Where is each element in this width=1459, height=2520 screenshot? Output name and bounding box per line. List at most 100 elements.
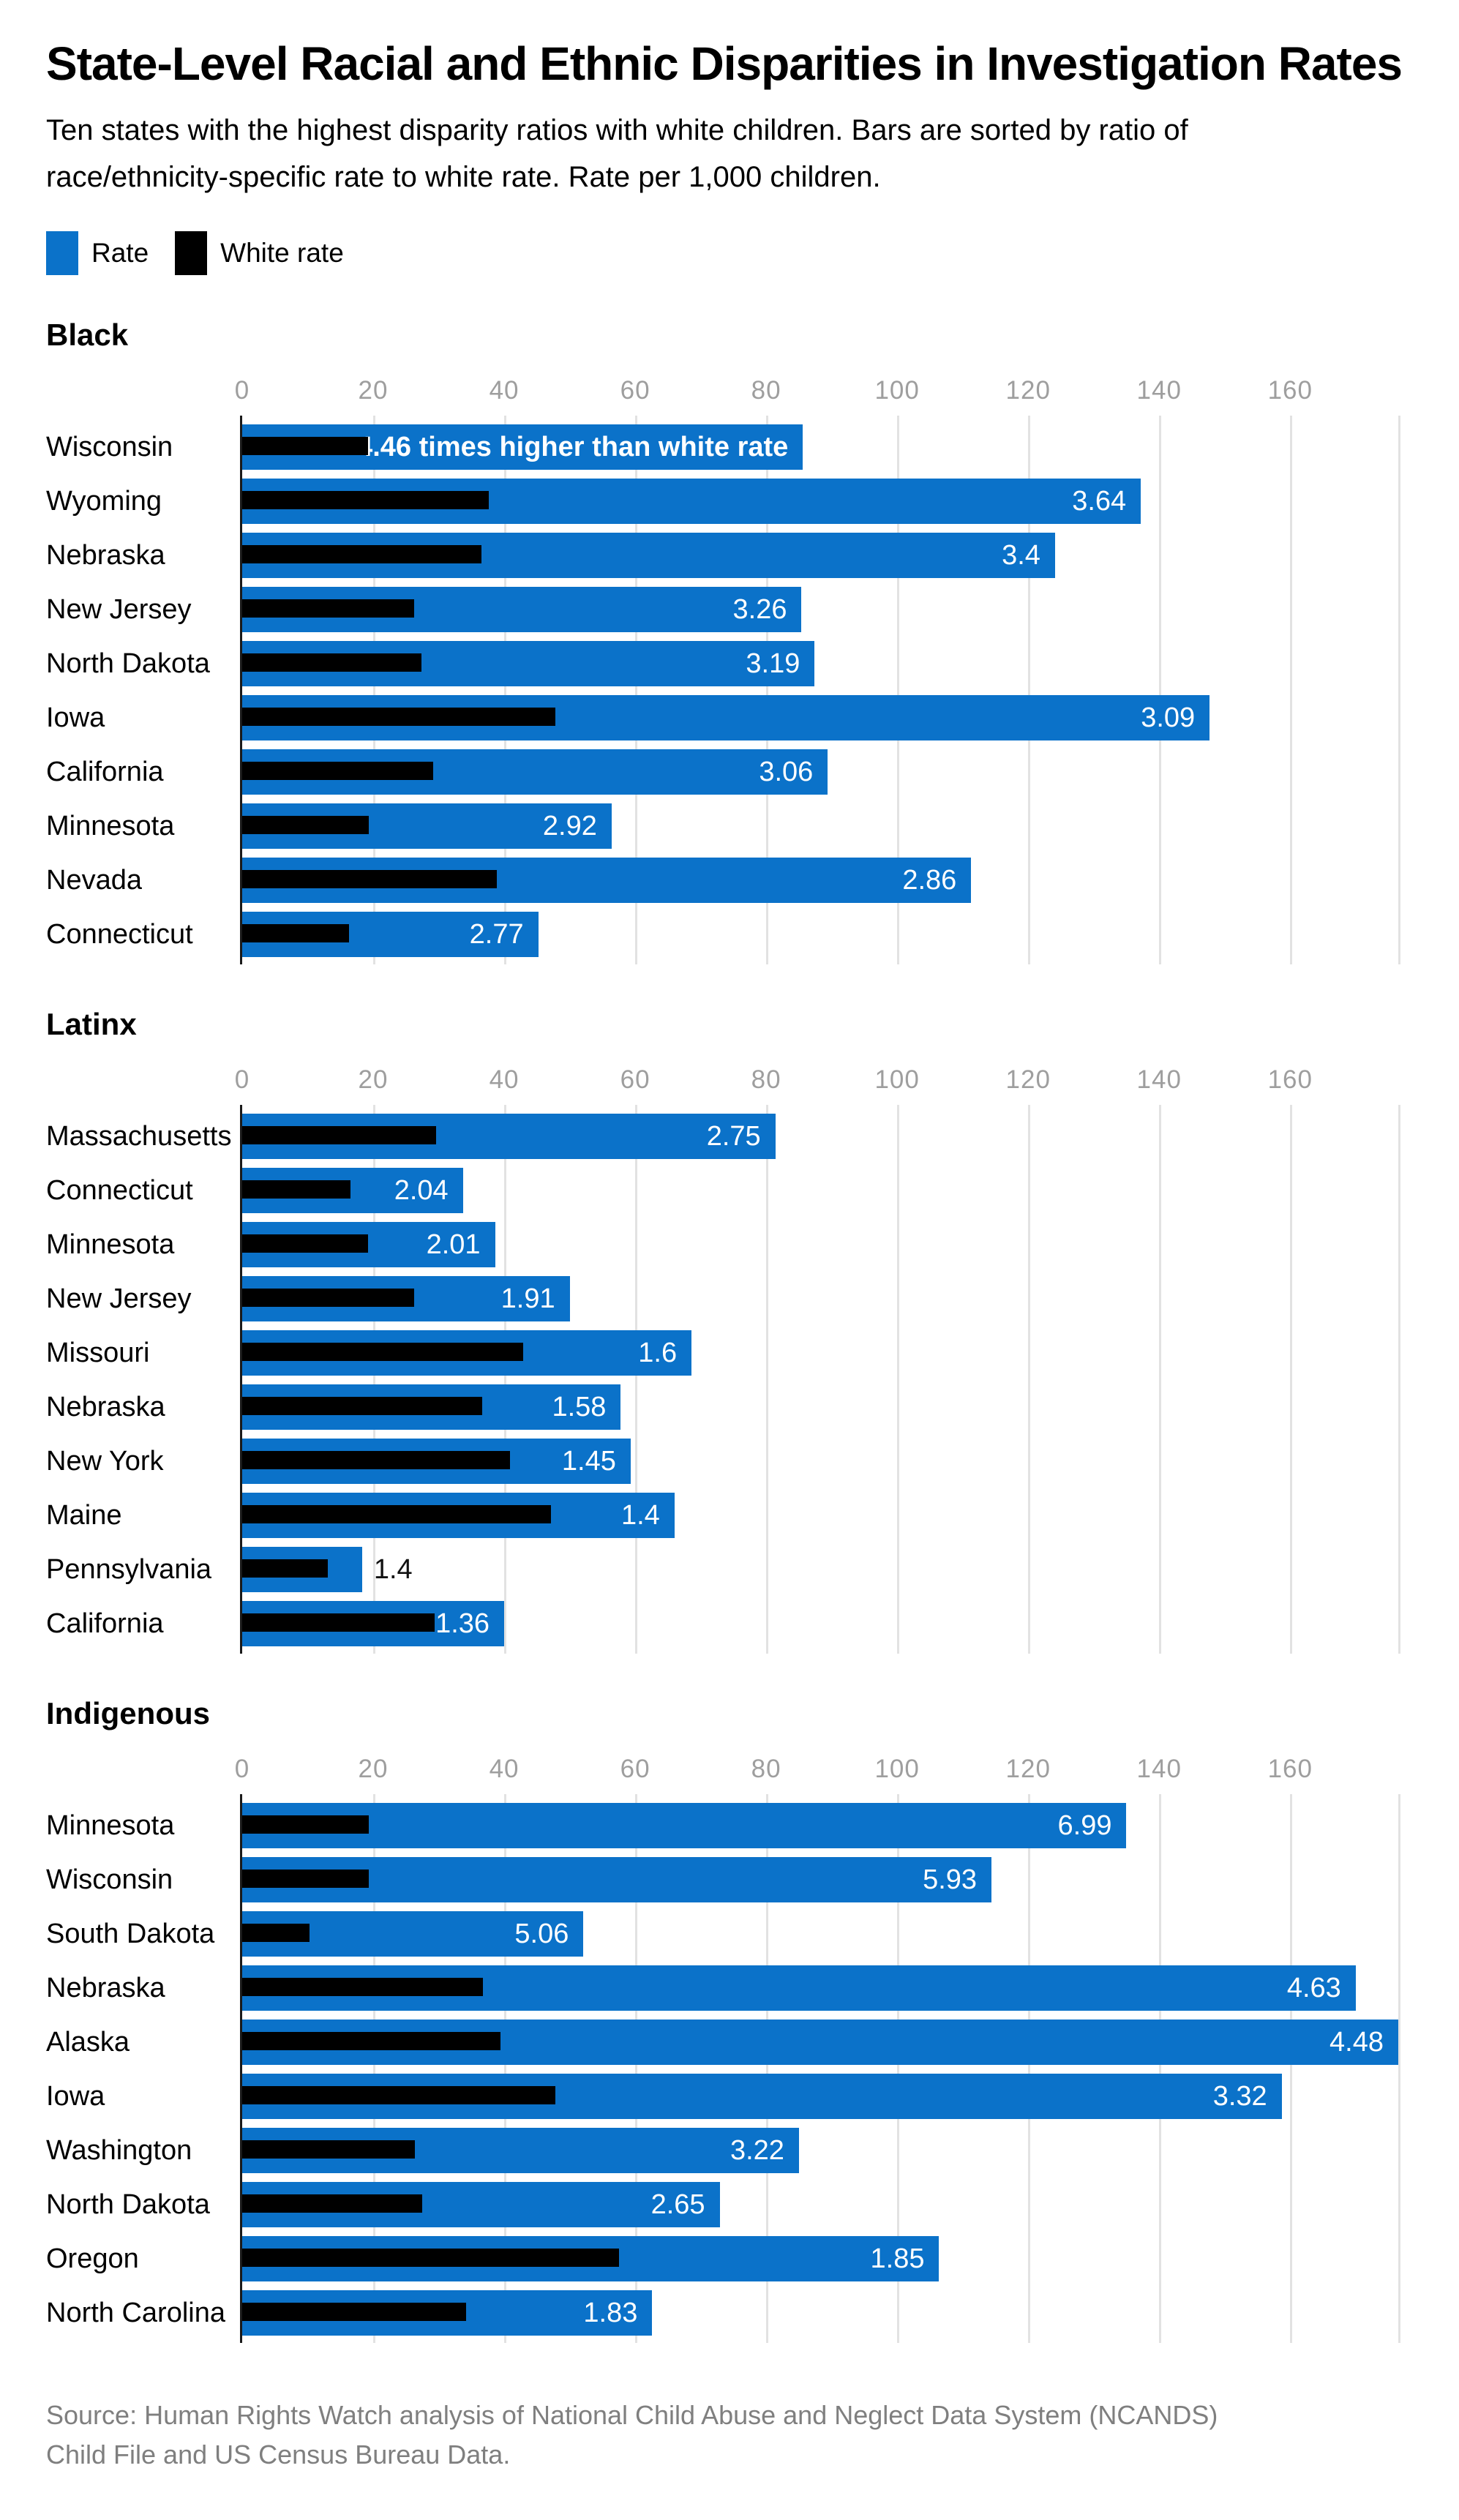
bar-row: New York 1.45 xyxy=(46,1434,1459,1488)
axis-tick: 40 xyxy=(489,1755,520,1784)
bar-row: Minnesota 6.99 xyxy=(46,1799,1459,1853)
axis-tick: 0 xyxy=(234,1065,250,1095)
white-rate-bar xyxy=(242,762,434,781)
bar-track: 4.48 xyxy=(242,2015,1398,2069)
white-rate-bar xyxy=(242,2194,423,2213)
bar-value-label: 1.4 xyxy=(373,1554,413,1586)
axis-tick: 20 xyxy=(358,1755,389,1784)
white-rate-bar xyxy=(242,1870,369,1889)
bar-track: 1.36 xyxy=(242,1597,1398,1651)
bar-value-label: 1.91 xyxy=(500,1283,555,1315)
white-rate-bar xyxy=(242,1180,350,1199)
state-label: Nebraska xyxy=(46,1392,165,1423)
gridline xyxy=(1028,1105,1031,1654)
axis-tick: 40 xyxy=(489,376,520,405)
bar-row: Iowa 3.09 xyxy=(46,691,1459,745)
bar-row: Connecticut 2.77 xyxy=(46,907,1459,961)
gridline xyxy=(897,416,900,965)
bar-value-label: 1.85 xyxy=(870,2243,925,2275)
white-rate-bar xyxy=(242,1126,436,1145)
bar-row: Wisconsin 5.93 xyxy=(46,1853,1459,1907)
white-rate-bar xyxy=(242,437,368,456)
state-label: New Jersey xyxy=(46,594,192,626)
axis-tick: 80 xyxy=(751,1755,781,1784)
gridline xyxy=(1290,1794,1293,2344)
state-label: Connecticut xyxy=(46,1175,193,1207)
bar-value-label: 3.06 xyxy=(759,757,814,788)
axis-tick: 120 xyxy=(1005,1755,1051,1784)
bar-row: Wisconsin 4.46 times higher than white ra… xyxy=(46,420,1459,474)
state-label: Missouri xyxy=(46,1338,150,1369)
axis-tick: 20 xyxy=(358,376,389,405)
state-label: California xyxy=(46,757,164,788)
bar-track: 2.65 xyxy=(242,2178,1398,2232)
white-rate-swatch-icon xyxy=(175,231,208,276)
state-label: Oregon xyxy=(46,2243,139,2275)
state-label: Nevada xyxy=(46,865,142,896)
white-rate-bar xyxy=(242,653,422,672)
white-rate-bar xyxy=(242,1559,329,1578)
state-label: North Dakota xyxy=(46,648,210,680)
axis-tick: 60 xyxy=(620,1755,650,1784)
white-rate-bar xyxy=(242,924,349,943)
plot-right-edge xyxy=(1398,416,1400,965)
bar-row: Nebraska 1.58 xyxy=(46,1380,1459,1434)
axis-tick: 80 xyxy=(751,1065,781,1095)
axis-tick: 60 xyxy=(620,1065,650,1095)
bar-value-label: 4.46 times higher than white rate xyxy=(357,432,789,463)
state-label: North Carolina xyxy=(46,2298,225,2329)
chart-section-latinx: Latinx 0 20 40 60 80 100 120 140 160 Massachusetts… xyxy=(46,1007,1459,1654)
state-label: Minnesota xyxy=(46,1229,175,1261)
x-axis: 0 20 40 60 80 100 120 140 160 xyxy=(235,1065,1398,1095)
white-rate-bar xyxy=(242,1613,435,1632)
bar-row: Alaska 4.48 xyxy=(46,2015,1459,2069)
section-header: Black xyxy=(46,318,129,353)
bar-row: Connecticut 2.04 xyxy=(46,1163,1459,1218)
state-label: Massachusetts xyxy=(46,1121,232,1152)
bar-value-label: 3.09 xyxy=(1141,702,1196,734)
state-label: Washington xyxy=(46,2135,192,2167)
chart-sections: Black 0 20 40 60 80 100 120 140 160 Wisconsin 4.46 … xyxy=(46,318,1459,2344)
gridline xyxy=(897,1105,900,1654)
gridline xyxy=(1028,416,1031,965)
rate-bar: 2.65 xyxy=(242,2182,720,2228)
bar-value-label: 1.58 xyxy=(552,1392,607,1423)
bar-row: Maine 1.4 xyxy=(46,1488,1459,1542)
white-rate-bar xyxy=(242,599,414,618)
axis-tick: 140 xyxy=(1136,376,1182,405)
plot-area: Massachusetts 2.75 Connecticut 2.04 Minnesot… xyxy=(46,1105,1459,1654)
state-label: Iowa xyxy=(46,2081,105,2112)
bar-track: 2.04 xyxy=(242,1163,1398,1218)
legend-label-white-rate: White rate xyxy=(220,238,344,269)
bar-row: North Carolina 1.83 xyxy=(46,2286,1459,2340)
axis-tick: 0 xyxy=(234,376,250,405)
bar-track: 4.46 times higher than white rate xyxy=(242,420,1398,474)
bar-row: Iowa 3.32 xyxy=(46,2069,1459,2123)
subtitle: Ten states with the highest disparity ra… xyxy=(46,114,1188,194)
axis-tick: 100 xyxy=(874,376,920,405)
bar-track: 3.4 xyxy=(242,528,1398,582)
white-rate-bar xyxy=(242,1451,511,1470)
bar-row: New Jersey 1.91 xyxy=(46,1272,1459,1326)
chart-section-indigenous: Indigenous 0 20 40 60 80 100 120 140 160 Minnesota… xyxy=(46,1696,1459,2344)
axis-tick: 20 xyxy=(358,1065,389,1095)
bar-value-label: 3.32 xyxy=(1212,2081,1267,2112)
gridline xyxy=(635,416,638,965)
axis-tick: 120 xyxy=(1005,1065,1051,1095)
bar-row: Minnesota 2.92 xyxy=(46,799,1459,853)
white-rate-bar xyxy=(242,1234,368,1253)
gridline xyxy=(504,416,507,965)
bar-track: 1.83 xyxy=(242,2286,1398,2340)
white-rate-bar xyxy=(242,2303,467,2322)
state-label: Maine xyxy=(46,1500,122,1531)
bar-track: 3.19 xyxy=(242,637,1398,691)
grid xyxy=(240,1794,1400,2344)
state-label: Wyoming xyxy=(46,486,162,517)
gridline xyxy=(1028,1794,1031,2344)
chart-section-black: Black 0 20 40 60 80 100 120 140 160 Wisconsin 4.46 … xyxy=(46,318,1459,965)
bar-row: Oregon 1.85 xyxy=(46,2232,1459,2286)
y-axis-line xyxy=(240,1794,242,2344)
rate-bar: 2.77 xyxy=(242,912,539,958)
bar-value-label: 5.06 xyxy=(514,1919,569,1950)
white-rate-bar xyxy=(242,870,498,889)
